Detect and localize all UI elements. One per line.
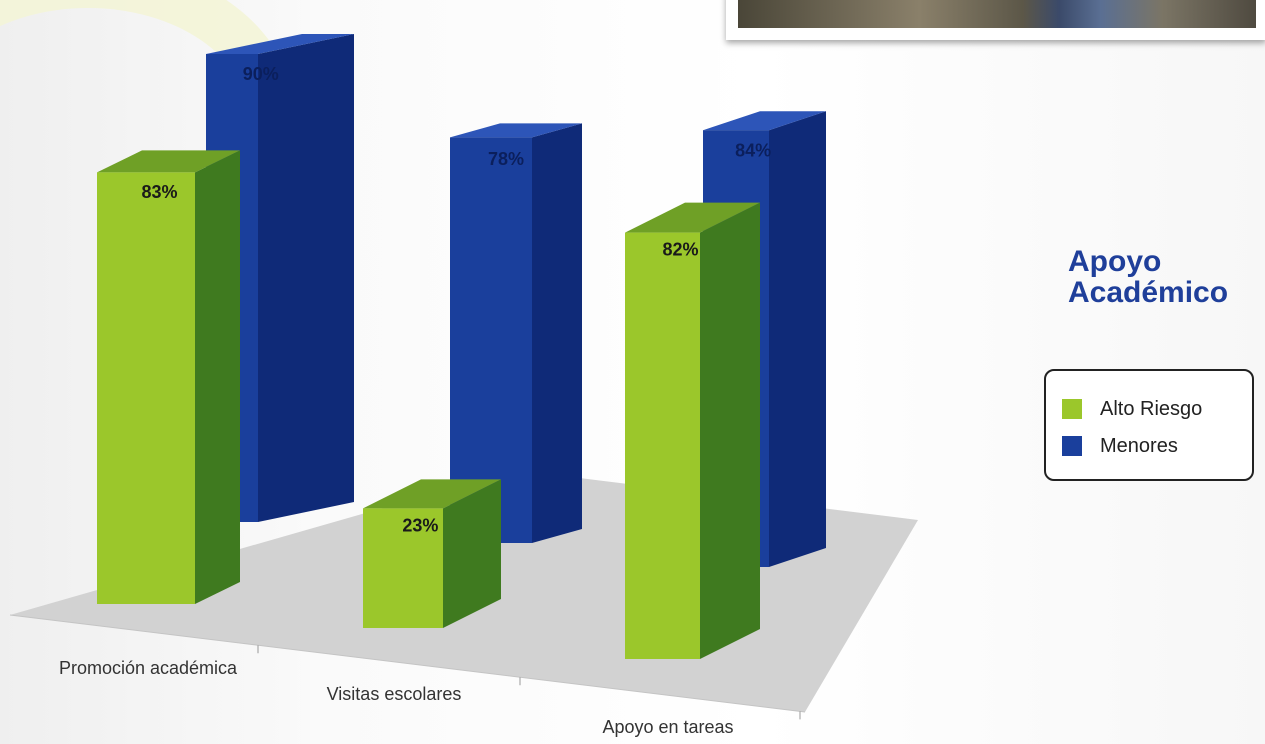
bar-menores-apoyo-en-tareas-label: 84%: [735, 141, 771, 161]
bar-menores-visitas-escolares: [450, 137, 532, 543]
bar-menores-visitas-escolares-side: [532, 123, 582, 544]
bar-alto-riesgo-promocion-academica-side: [195, 150, 240, 604]
category-label-visitas-escolares: Visitas escolares: [327, 684, 462, 704]
legend-item-alto-riesgo: Alto Riesgo: [1062, 398, 1202, 420]
bar-menores-apoyo-en-tareas-top: [703, 111, 826, 131]
bar-menores-visitas-escolares-top: [450, 123, 582, 138]
chart-title-line-1: Apoyo: [1068, 245, 1162, 278]
chart-legend: Alto Riesgo Menores: [1044, 369, 1254, 481]
photo-image: [738, 0, 1256, 28]
bar-menores-promocion-academica-top: [206, 34, 354, 54]
bar-alto-riesgo-visitas-escolares-top: [363, 479, 501, 509]
bar-alto-riesgo-apoyo-en-tareas-side: [700, 202, 760, 659]
chart-title-line-2: Académico: [1068, 276, 1229, 309]
bar-alto-riesgo-apoyo-en-tareas: [625, 232, 700, 659]
chart-title: Apoyo Académico: [1068, 246, 1228, 308]
bar-menores-visitas-escolares-label: 78%: [488, 149, 524, 169]
bar-menores-promocion-academica-label: 90%: [243, 64, 279, 84]
legend-label-menores: Menores: [1100, 434, 1178, 457]
x-axis-line: [9, 614, 806, 713]
legend-swatch-menores: [1062, 436, 1082, 456]
category-label-apoyo-en-tareas: Apoyo en tareas: [602, 717, 733, 737]
bar-alto-riesgo-visitas-escolares: [363, 508, 443, 628]
bar-menores-apoyo-en-tareas-side: [769, 111, 826, 567]
legend-label-alto-riesgo: Alto Riesgo: [1100, 397, 1203, 420]
legend-item-menores: Menores: [1062, 435, 1178, 457]
category-label-promocion-academica: Promoción académica: [59, 658, 238, 678]
bar-alto-riesgo-visitas-escolares-side: [443, 479, 501, 628]
bar-alto-riesgo-apoyo-en-tareas-label: 82%: [662, 240, 698, 260]
bar-alto-riesgo-promocion-academica-label: 83%: [141, 182, 177, 202]
bar-alto-riesgo-promocion-academica-top: [97, 150, 240, 173]
bar-alto-riesgo-apoyo-en-tareas-top: [625, 202, 760, 233]
legend-swatch-alto-riesgo: [1062, 399, 1082, 419]
bar-alto-riesgo-visitas-escolares-label: 23%: [402, 516, 438, 536]
bar-alto-riesgo-promocion-academica: [97, 172, 195, 604]
photo: [726, 0, 1265, 40]
bar-menores-promocion-academica-side: [258, 34, 354, 522]
